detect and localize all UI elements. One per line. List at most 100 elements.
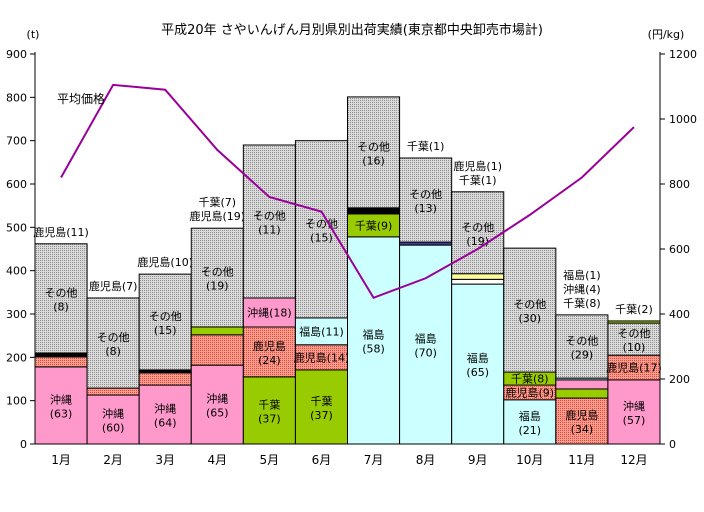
segment-label: 沖縄 [102, 407, 124, 421]
bar-3月: 沖縄(64)1その他(15)鹿児島(10)3月 [137, 255, 193, 467]
segment-その他 [34, 243, 88, 354]
bar-11月: 鹿児島(34) その他(29) 福島(1)沖縄(4)千葉(8) 11月 [555, 268, 609, 467]
right-tick-600: 600 [669, 243, 690, 256]
segment-沖縄 [34, 366, 88, 445]
segment-label: (65) [466, 366, 489, 379]
segment-label: 千葉(9) [355, 218, 393, 232]
segment-label: (60) [102, 422, 125, 435]
segment-label: その他 [461, 221, 494, 234]
above-bar-label: 鹿児島(7) [89, 279, 138, 293]
segment-label: (70) [414, 347, 437, 360]
above-bar-label: 鹿児島(10) [137, 255, 193, 269]
segment-千葉 [242, 376, 296, 445]
left-tick-500: 500 [6, 221, 27, 234]
bar-1月: 沖縄(63)1その他(8)鹿児島(11)1月 [33, 225, 89, 467]
right-tick-0: 0 [669, 438, 676, 451]
segment-label: (10) [623, 341, 646, 354]
segment-label: 千葉(8) [511, 372, 549, 386]
axes [30, 52, 665, 445]
bar-10月: 福島(21) 鹿児島(9)千葉(8) その他(30) 10月 [503, 247, 557, 467]
right-tick-400: 400 [669, 308, 690, 321]
segment-label: (37) [310, 409, 333, 422]
segment-label: (13) [414, 202, 437, 215]
segment-white [451, 278, 505, 285]
segment-label: その他 [97, 331, 130, 344]
left-tick-300: 300 [6, 308, 27, 321]
segment-福島 [294, 317, 348, 346]
left-tick-0: 0 [20, 438, 27, 451]
segment-沖縄 [86, 394, 140, 445]
segment-その他 [347, 96, 401, 209]
segment-label: 沖縄 [206, 392, 228, 406]
segment-label: (16) [362, 154, 385, 167]
segment-沖縄 [555, 379, 609, 390]
segment-label: (8) [53, 300, 69, 313]
segment-label: その他 [357, 140, 390, 153]
segment-沖縄 [190, 364, 244, 445]
left-tick-800: 800 [6, 91, 27, 104]
bar-7月: 福島(58) 千葉(9) その他(16) 7月 [347, 96, 401, 467]
segment-千葉 [555, 388, 609, 399]
above-bar-label: 福島(1) [563, 268, 601, 282]
month-label-9月: 9月 [468, 453, 488, 467]
segment-label: 鹿児島(14) [294, 350, 350, 364]
segment-label: 千葉 [258, 397, 280, 411]
above-bar-label: 鹿児島(19) [189, 209, 245, 223]
segment-label: その他 [617, 327, 650, 340]
segment-label: (34) [571, 423, 594, 436]
right-tick-1000: 1000 [669, 113, 697, 126]
left-tick-200: 200 [6, 351, 27, 364]
month-label-10月: 10月 [516, 453, 543, 467]
segment-label: (24) [258, 354, 281, 367]
month-label-2月: 2月 [103, 453, 123, 467]
segment-label: 沖縄(18) [247, 305, 292, 319]
right-axis-unit: (円/kg) [648, 28, 685, 41]
segment-label: (19) [206, 280, 229, 293]
segment-black [347, 207, 401, 215]
segment-label: 鹿児島 [253, 339, 286, 353]
segment-label: その他 [305, 217, 338, 230]
segment-label: (15) [310, 231, 333, 244]
segment-label: (64) [154, 417, 177, 430]
segment-その他 [86, 297, 140, 389]
above-bar-label: 千葉(8) [563, 296, 601, 310]
segment-label: (21) [518, 424, 541, 437]
month-label-7月: 7月 [364, 453, 384, 467]
segment-label: 沖縄 [623, 399, 645, 413]
segment-label: (29) [571, 349, 594, 362]
month-label-5月: 5月 [260, 453, 280, 467]
segment-label: (15) [154, 324, 177, 337]
bar-8月: 福島(70) その他(13) 千葉(1) 8月 [399, 139, 453, 467]
segment-鹿児島 [138, 372, 192, 386]
segment-label: 福島 [415, 332, 437, 346]
segment-label: その他 [45, 286, 78, 299]
segment-label: 千葉 [310, 394, 332, 408]
segment-沖縄 [607, 379, 661, 445]
month-label-4月: 4月 [207, 453, 227, 467]
right-tick-800: 800 [669, 178, 690, 191]
month-label-11月: 11月 [568, 453, 595, 467]
bar-12月: 沖縄(57) 鹿児島(17) その他(10) 千葉(2) 12月 [606, 302, 662, 467]
segment-その他 [138, 273, 192, 371]
price-line [60, 83, 635, 299]
chart-title: 平成20年 さやいんげん月別県別出荷実績(東京都中央卸売市場計) [161, 22, 543, 38]
segment-label: (57) [623, 414, 646, 427]
left-tick-600: 600 [6, 178, 27, 191]
segment-その他 [451, 191, 505, 275]
segment-label: 沖縄 [50, 392, 72, 406]
segment-label: 鹿児島 [565, 408, 598, 422]
above-bar-label: 千葉(1) [407, 139, 445, 153]
segment-千葉 [607, 320, 661, 324]
segment-label: その他 [513, 298, 546, 311]
segment-その他 [294, 140, 348, 319]
segment-label: (37) [258, 412, 281, 425]
month-label-3月: 3月 [155, 453, 175, 467]
left-axis-unit: (t) [27, 28, 40, 41]
segment-label: 福島 [363, 327, 385, 341]
segment-label: (8) [105, 345, 121, 358]
above-bar-label: 千葉(1) [459, 173, 497, 187]
segment-その他 [503, 247, 557, 373]
above-bar-label: 千葉(7) [198, 195, 236, 209]
segment-yellow [451, 273, 505, 280]
